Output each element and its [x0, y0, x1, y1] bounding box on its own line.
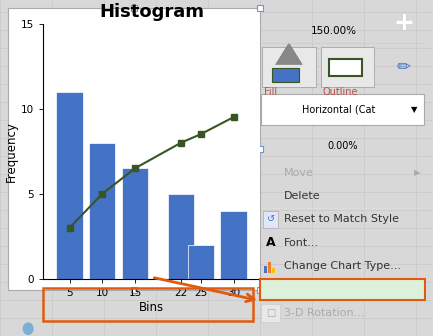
Text: ▼: ▼ — [411, 106, 417, 114]
Bar — [131, 287, 137, 293]
Text: Outline: Outline — [322, 87, 358, 97]
Text: 3-D Rotation...: 3-D Rotation... — [284, 308, 365, 318]
Bar — [131, 146, 137, 152]
Bar — [220, 211, 247, 279]
FancyBboxPatch shape — [320, 47, 374, 87]
Bar — [329, 58, 362, 77]
Bar — [257, 5, 263, 11]
FancyBboxPatch shape — [262, 280, 280, 299]
X-axis label: Bins: Bins — [139, 301, 164, 314]
FancyBboxPatch shape — [263, 211, 278, 227]
Text: ✏: ✏ — [397, 57, 411, 75]
Bar — [56, 92, 83, 279]
Bar — [257, 287, 263, 293]
Text: Select Data...: Select Data... — [284, 285, 359, 295]
Y-axis label: Frequency: Frequency — [5, 121, 18, 182]
Polygon shape — [275, 43, 302, 65]
Title: Histogram: Histogram — [99, 3, 204, 20]
Bar — [122, 168, 148, 279]
Bar — [187, 245, 214, 279]
FancyBboxPatch shape — [262, 303, 280, 322]
Bar — [272, 68, 299, 82]
Text: Delete: Delete — [284, 191, 320, 201]
Bar — [8, 8, 260, 290]
Text: Fill: Fill — [264, 87, 277, 97]
Bar — [268, 262, 271, 273]
Bar — [264, 266, 267, 273]
Circle shape — [23, 323, 33, 334]
Text: 0.00%: 0.00% — [327, 141, 358, 151]
Text: ↺: ↺ — [267, 214, 275, 224]
Bar — [272, 268, 275, 273]
Bar — [257, 146, 263, 152]
Text: A: A — [266, 236, 275, 249]
Bar — [89, 143, 116, 279]
Text: Font...: Font... — [284, 238, 319, 248]
FancyBboxPatch shape — [261, 94, 424, 125]
Text: Move: Move — [284, 168, 314, 178]
Text: □: □ — [266, 308, 275, 318]
Bar — [131, 5, 137, 11]
Text: Reset to Match Style: Reset to Match Style — [284, 214, 399, 224]
Bar — [260, 279, 425, 300]
FancyBboxPatch shape — [262, 47, 316, 87]
Text: +: + — [393, 11, 414, 35]
Text: ▶: ▶ — [414, 168, 420, 177]
Bar — [168, 194, 194, 279]
Text: Change Chart Type...: Change Chart Type... — [284, 261, 401, 271]
Text: ⊠: ⊠ — [266, 285, 275, 295]
Text: 150.00%: 150.00% — [311, 26, 357, 36]
Text: Horizontal (Cat: Horizontal (Cat — [302, 105, 376, 115]
